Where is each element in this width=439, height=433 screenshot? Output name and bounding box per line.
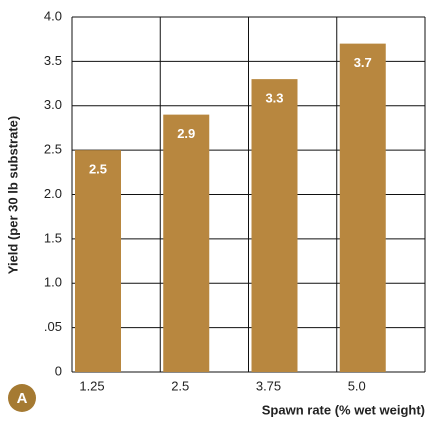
- y-tick-label: .05: [44, 319, 62, 334]
- x-axis-label: Spawn rate (% wet weight): [262, 402, 425, 417]
- bar: [163, 114, 210, 372]
- value-label: 2.9: [177, 126, 195, 141]
- y-axis-label: Yield (per 30 lb substrate): [5, 116, 20, 274]
- x-tick-label: 2.5: [171, 378, 189, 393]
- y-tick-label: 1.0: [44, 275, 62, 290]
- value-label: 3.7: [354, 55, 372, 70]
- value-label: 3.3: [265, 91, 283, 106]
- x-tick-label: 3.75: [256, 378, 281, 393]
- x-tick-label: 5.0: [348, 378, 366, 393]
- y-tick-label: 4.0: [44, 8, 62, 23]
- value-label: 2.5: [89, 162, 107, 177]
- y-tick-label: 2.5: [44, 142, 62, 157]
- bar: [251, 79, 298, 372]
- bar: [75, 150, 121, 372]
- y-tick-label: 0: [55, 363, 62, 378]
- badge-label: A: [17, 390, 28, 407]
- badge-circle: [8, 384, 36, 412]
- y-tick-label: 2.0: [44, 186, 62, 201]
- y-tick-label: 1.5: [44, 230, 62, 245]
- y-tick-label: 3.5: [44, 53, 62, 68]
- x-tick-label: 1.25: [79, 378, 104, 393]
- y-tick-label: 3.0: [44, 97, 62, 112]
- bar: [339, 43, 386, 372]
